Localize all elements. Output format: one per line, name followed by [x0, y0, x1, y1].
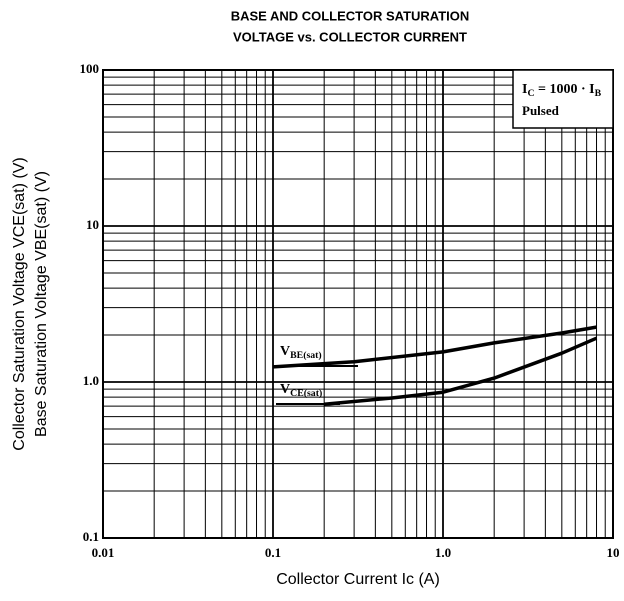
- series-line: [272, 325, 597, 369]
- x-tick-label: 0.01: [92, 545, 115, 560]
- series-line: [324, 336, 598, 407]
- x-tick-label: 10: [607, 545, 620, 560]
- x-tick-label: 1.0: [435, 545, 451, 560]
- legend-label: VCE(sat): [280, 382, 322, 399]
- legend-label: VBE(sat): [280, 344, 322, 361]
- chart-title: BASE AND COLLECTOR SATURATION: [231, 8, 470, 23]
- annotation: Pulsed: [522, 103, 560, 118]
- y-tick-label: 0.1: [83, 529, 99, 544]
- x-axis-label: Collector Current Ic (A): [276, 571, 440, 588]
- annotation: IC = 1000 · IB: [522, 82, 602, 99]
- plot-frame: [102, 69, 614, 539]
- y-tick-label: 1.0: [83, 373, 99, 388]
- annotation-box: [512, 69, 614, 129]
- y-axis-label: Collector Saturation Voltage VCE(sat) (V…: [11, 157, 28, 450]
- x-tick-label: 0.1: [265, 545, 281, 560]
- y-tick-label: 10: [86, 217, 99, 232]
- chart-title: VOLTAGE vs. COLLECTOR CURRENT: [233, 29, 467, 44]
- y-axis-label: Base Saturation Voltage VBE(sat) (V): [33, 171, 50, 437]
- y-tick-label: 100: [80, 61, 100, 76]
